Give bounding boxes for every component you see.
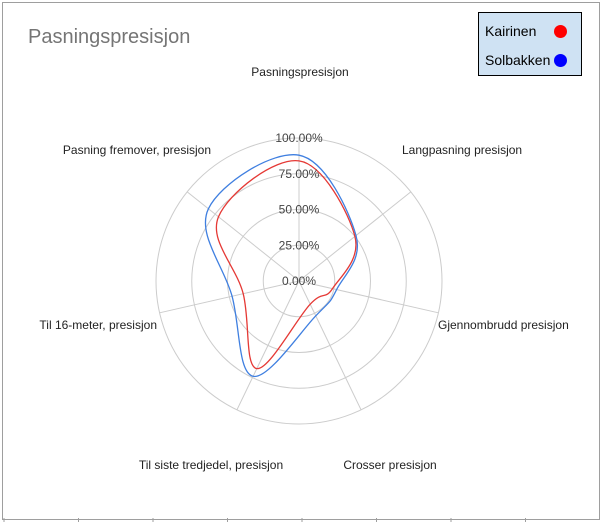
series-line-solbakken [204,154,359,377]
axis-label: Langpasning presisjon [402,143,522,157]
legend-label: Solbakken [485,52,551,68]
axis-label: Til siste tredjedel, presisjon [139,458,283,472]
chart-title: Pasningspresisjon [28,26,191,48]
axis-label: Gjennombrudd presisjon [438,318,569,332]
tick-label: 75.00% [279,167,320,181]
grid-spoke [298,280,439,314]
grid-spoke [236,280,300,411]
series-line-kairinen [215,160,357,370]
tick-label: 0.00% [282,274,316,288]
axis-label: Pasningspresisjon [251,65,348,79]
bottom-tick-marks [3,518,526,522]
tick-label: 50.00% [279,203,320,217]
legend-dot-red-icon [554,25,567,38]
grid-spoke [298,280,362,411]
grid-spoke [159,280,300,314]
axis-label: Pasning fremover, presisjon [63,143,211,157]
legend: Kairinen Solbakken [478,12,582,76]
tick-label: 25.00% [279,238,320,252]
grid-spoke [186,191,300,282]
legend-dot-blue-icon [554,54,567,67]
legend-label: Kairinen [485,23,537,39]
tick-label: 100.00% [275,131,323,145]
axis-label: Crosser presisjon [343,458,436,472]
legend-item-solbakken: Solbakken [485,50,575,70]
axis-label: Til 16-meter, presisjon [39,318,157,332]
legend-item-kairinen: Kairinen [485,21,575,41]
